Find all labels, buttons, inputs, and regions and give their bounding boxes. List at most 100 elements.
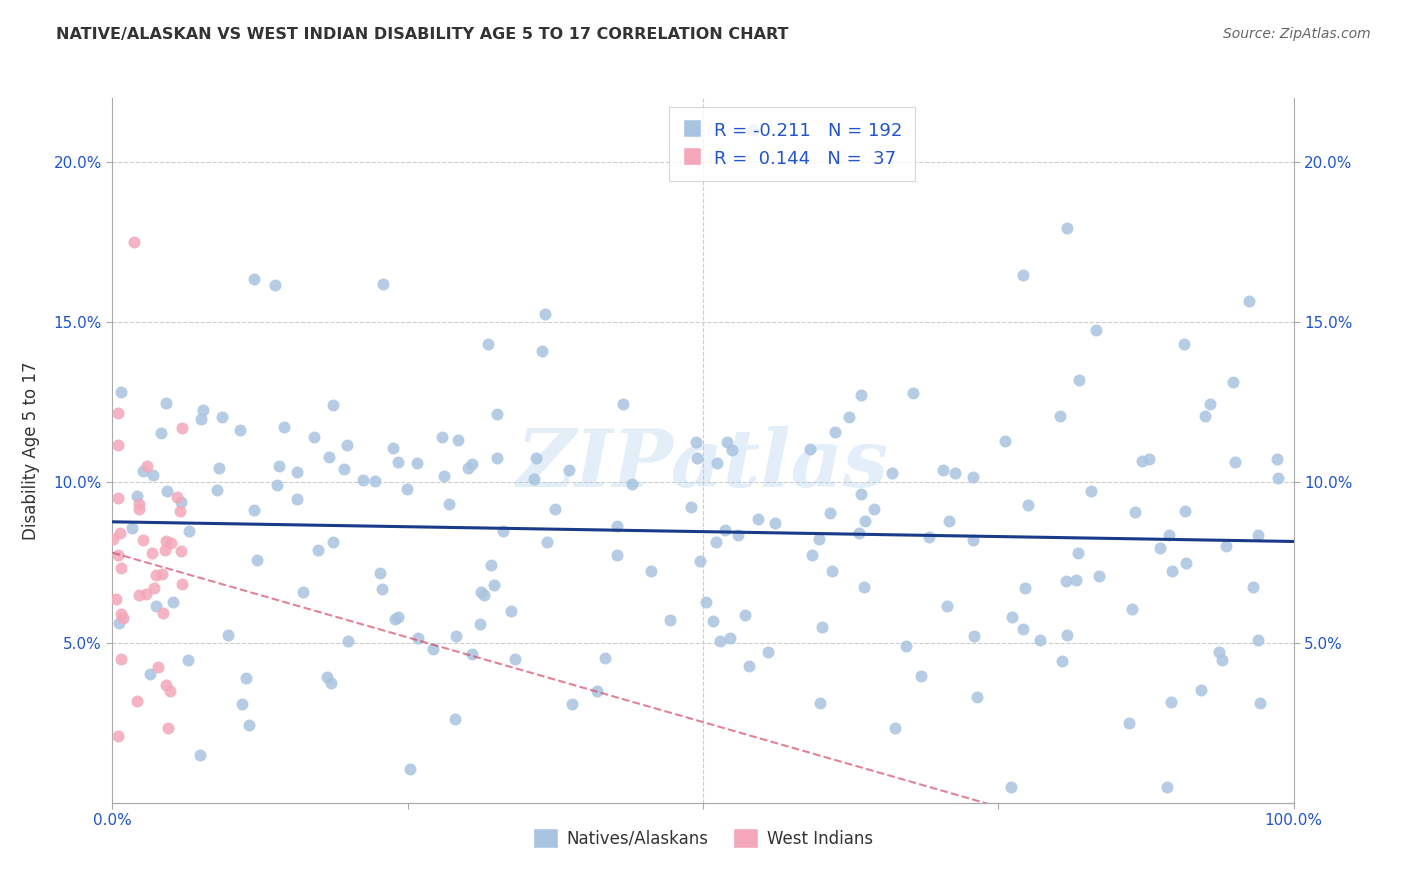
Point bbox=[811, 620, 834, 634]
Point bbox=[503, 652, 526, 666]
Point bbox=[1056, 628, 1078, 642]
Point bbox=[169, 543, 191, 558]
Point bbox=[461, 457, 484, 471]
Point bbox=[1084, 323, 1107, 337]
Point bbox=[337, 634, 360, 648]
Point bbox=[128, 501, 150, 516]
Point bbox=[1211, 653, 1233, 667]
Point bbox=[150, 567, 173, 582]
Point bbox=[685, 434, 707, 449]
Point bbox=[285, 466, 308, 480]
Point bbox=[470, 584, 492, 599]
Point bbox=[266, 478, 288, 492]
Point bbox=[1118, 716, 1140, 731]
Point bbox=[131, 464, 153, 478]
Point bbox=[108, 615, 131, 630]
Point bbox=[318, 450, 340, 464]
Point bbox=[1161, 564, 1184, 578]
Point bbox=[188, 747, 211, 762]
Point bbox=[848, 525, 870, 540]
Point bbox=[382, 441, 405, 455]
Point bbox=[1080, 483, 1102, 498]
Point bbox=[135, 587, 157, 601]
Point bbox=[468, 616, 491, 631]
Point bbox=[155, 396, 177, 410]
Point bbox=[472, 588, 495, 602]
Point bbox=[149, 426, 172, 441]
Point bbox=[322, 535, 344, 549]
Point bbox=[1067, 373, 1090, 387]
Point bbox=[159, 684, 181, 698]
Point bbox=[1017, 498, 1039, 512]
Point bbox=[801, 548, 824, 562]
Point bbox=[595, 651, 617, 665]
Point bbox=[853, 580, 876, 594]
Point bbox=[659, 613, 682, 627]
Point bbox=[371, 277, 394, 291]
Point bbox=[1066, 546, 1088, 560]
Point bbox=[336, 438, 359, 452]
Point bbox=[243, 503, 266, 517]
Point bbox=[333, 462, 356, 476]
Point bbox=[406, 456, 429, 470]
Point bbox=[706, 456, 728, 470]
Point bbox=[994, 434, 1017, 448]
Point bbox=[1208, 645, 1230, 659]
Point bbox=[943, 467, 966, 481]
Point bbox=[756, 644, 779, 658]
Point bbox=[721, 443, 744, 458]
Point bbox=[291, 585, 314, 599]
Text: NATIVE/ALASKAN VS WEST INDIAN DISABILITY AGE 5 TO 17 CORRELATION CHART: NATIVE/ALASKAN VS WEST INDIAN DISABILITY… bbox=[56, 27, 789, 42]
Point bbox=[110, 652, 132, 666]
Point bbox=[910, 668, 932, 682]
Point bbox=[145, 567, 167, 582]
Point bbox=[1247, 633, 1270, 648]
Point bbox=[477, 337, 499, 351]
Point bbox=[686, 451, 709, 466]
Point bbox=[560, 698, 582, 712]
Point bbox=[1267, 471, 1289, 485]
Point bbox=[107, 491, 129, 505]
Point bbox=[896, 640, 918, 654]
Point bbox=[544, 502, 567, 516]
Point bbox=[387, 610, 409, 624]
Point bbox=[111, 611, 134, 625]
Point bbox=[110, 526, 132, 541]
Point bbox=[702, 615, 724, 629]
Point bbox=[962, 469, 984, 483]
Point bbox=[107, 729, 129, 743]
Point bbox=[285, 492, 308, 507]
Point bbox=[162, 595, 184, 609]
Point bbox=[127, 694, 149, 708]
Point bbox=[172, 421, 194, 435]
Point bbox=[461, 648, 484, 662]
Point bbox=[142, 581, 165, 595]
Legend: Natives/Alaskans, West Indians: Natives/Alaskans, West Indians bbox=[526, 822, 880, 855]
Point bbox=[536, 535, 558, 549]
Point bbox=[433, 469, 456, 483]
Point bbox=[446, 434, 468, 448]
Point bbox=[1000, 780, 1022, 794]
Point bbox=[824, 425, 846, 439]
Point bbox=[727, 528, 749, 542]
Point bbox=[387, 455, 409, 469]
Point bbox=[107, 406, 129, 420]
Point bbox=[1265, 452, 1288, 467]
Point bbox=[689, 554, 711, 568]
Point bbox=[1012, 622, 1035, 636]
Point bbox=[446, 629, 468, 643]
Point bbox=[430, 429, 453, 443]
Point bbox=[679, 500, 702, 514]
Point bbox=[704, 535, 727, 549]
Point bbox=[1249, 696, 1271, 710]
Point bbox=[1012, 268, 1035, 282]
Point bbox=[1175, 556, 1198, 570]
Point bbox=[238, 718, 260, 732]
Point bbox=[606, 519, 628, 533]
Point bbox=[1237, 294, 1260, 309]
Point bbox=[211, 409, 233, 424]
Point bbox=[1174, 504, 1197, 518]
Point bbox=[128, 588, 150, 602]
Point bbox=[395, 482, 418, 496]
Point bbox=[107, 548, 129, 562]
